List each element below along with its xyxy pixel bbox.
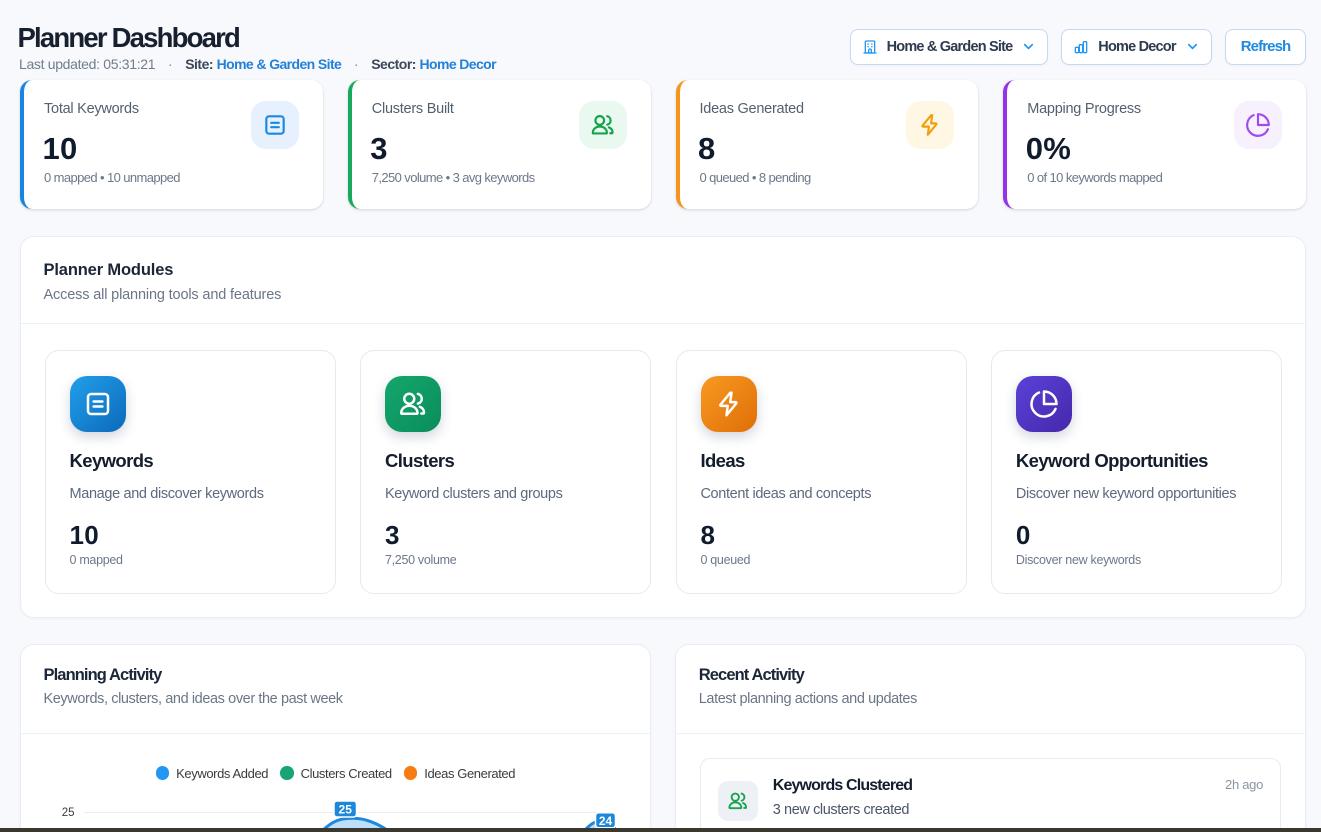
- svg-text:25: 25: [339, 803, 353, 817]
- svg-text:25: 25: [62, 807, 75, 819]
- svg-text:24: 24: [599, 814, 613, 828]
